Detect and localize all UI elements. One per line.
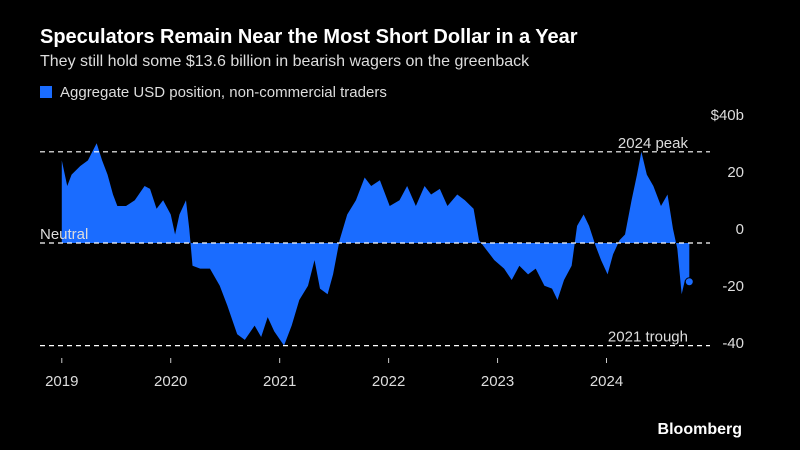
x-tick-label: 2019 — [45, 373, 78, 390]
chart-subtitle: They still hold some $13.6 billion in be… — [40, 53, 530, 70]
reference-label: 2024 peak — [618, 135, 689, 152]
legend-label: Aggregate USD position, non-commercial t… — [60, 84, 387, 101]
reference-label: 2021 trough — [608, 329, 688, 346]
x-tick-label: 2020 — [154, 373, 187, 390]
legend-swatch — [40, 86, 52, 98]
y-tick-label: $40b — [711, 107, 744, 124]
y-tick-label: 20 — [727, 164, 744, 181]
x-tick-label: 2024 — [590, 373, 623, 390]
y-tick-label: -40 — [722, 335, 744, 352]
x-tick-label: 2022 — [372, 373, 405, 390]
source: Bloomberg — [658, 421, 742, 438]
chart-title: Speculators Remain Near the Most Short D… — [40, 26, 578, 48]
last-point — [684, 277, 694, 287]
y-tick-label: -20 — [722, 278, 744, 295]
y-tick-label: 0 — [736, 221, 744, 238]
x-tick-label: 2023 — [481, 373, 514, 390]
x-tick-label: 2021 — [263, 373, 296, 390]
area — [61, 143, 690, 346]
reference-label: Neutral — [40, 226, 88, 243]
